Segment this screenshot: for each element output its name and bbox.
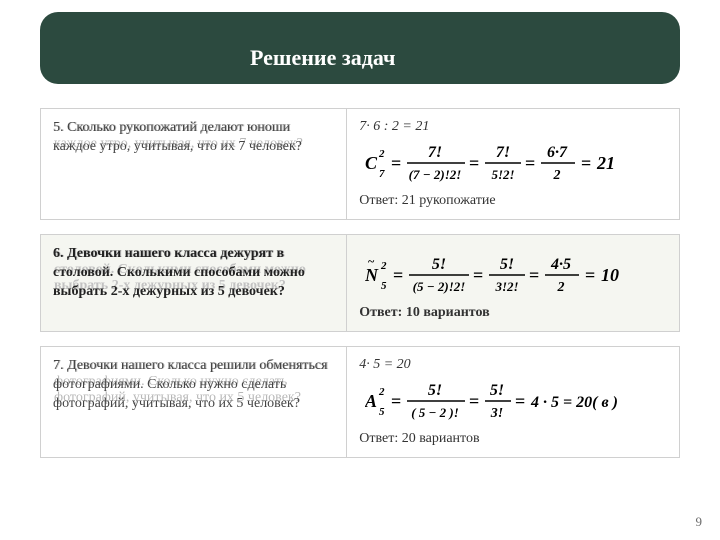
svg-text:=: =	[473, 265, 483, 285]
svg-text:C: C	[365, 153, 378, 173]
svg-text:7: 7	[379, 168, 385, 180]
svg-text:=: =	[515, 391, 525, 411]
svg-text:=: =	[469, 391, 479, 411]
problem-6: 6. Девочки нашего класса дежурят в столо…	[40, 234, 680, 332]
problem-7-question-cell: 7. Девочки нашего класса решили обменять…	[41, 347, 347, 457]
svg-text:5: 5	[379, 406, 385, 418]
problem-5-formula: C 2 7 = 7! (7 − 2)!2! = 7! 5!2! = 6·7 2 …	[365, 141, 667, 185]
problem-6-question-cell: 6. Девочки нашего класса дежурят в столо…	[41, 235, 347, 331]
svg-text:21: 21	[596, 153, 615, 173]
problem-7-solution-cell: 4· 5 = 20 A 2 5 = 5! ( 5 − 2 )! = 5! 3! …	[347, 347, 679, 457]
problem-6-answer: Ответ: 10 вариантов	[359, 305, 667, 321]
svg-text:A: A	[365, 391, 377, 411]
svg-text:10: 10	[601, 265, 619, 285]
svg-text:( 5 − 2 )!: ( 5 − 2 )!	[411, 405, 459, 420]
svg-text:2: 2	[557, 280, 565, 295]
svg-text:5!: 5!	[490, 382, 504, 399]
svg-text:4·5: 4·5	[550, 256, 571, 273]
problem-5-question-cell: 5. Сколько рукопожатий делают юноши кажд…	[41, 109, 347, 219]
slide-title-text: Решение задач	[250, 45, 395, 70]
svg-text:7!: 7!	[496, 144, 510, 161]
svg-text:=: =	[585, 265, 595, 285]
svg-text:2: 2	[380, 260, 387, 272]
svg-text:3!2!: 3!2!	[495, 279, 519, 294]
problem-6-question: 6. Девочки нашего класса дежурят в столо…	[53, 245, 334, 302]
page-number: 9	[696, 514, 703, 530]
problem-7-formula: A 2 5 = 5! ( 5 − 2 )! = 5! 3! = 4 · 5 = …	[365, 379, 667, 423]
svg-text:6·7: 6·7	[547, 144, 568, 161]
svg-text:3!: 3!	[490, 406, 503, 421]
svg-text:(7 − 2)!2!: (7 − 2)!2!	[409, 167, 462, 182]
problem-5-calc: 7· 6 : 2 = 21	[359, 119, 667, 135]
problem-5-question: 5. Сколько рукопожатий делают юноши кажд…	[53, 119, 334, 157]
svg-text:=: =	[469, 153, 479, 173]
problem-7-answer: Ответ: 20 вариантов	[359, 431, 667, 447]
svg-text:5!: 5!	[428, 382, 442, 399]
problem-6-formula: N ~ 2 5 = 5! (5 − 2)!2! = 5! 3!2! = 4·5 …	[365, 251, 667, 297]
svg-text:=: =	[391, 391, 401, 411]
svg-text:=: =	[581, 153, 591, 173]
problem-5-solution-cell: 7· 6 : 2 = 21 C 2 7 = 7! (7 − 2)!2! = 7!…	[347, 109, 679, 219]
svg-text:2: 2	[378, 386, 385, 398]
problem-7-question: 7. Девочки нашего класса решили обменять…	[53, 357, 334, 414]
svg-text:7!: 7!	[428, 144, 442, 161]
svg-text:2: 2	[378, 148, 385, 160]
problem-7-calc: 4· 5 = 20	[359, 357, 667, 373]
svg-text:=: =	[529, 265, 539, 285]
svg-text:5!: 5!	[500, 256, 514, 273]
svg-text:=: =	[525, 153, 535, 173]
svg-text:4 · 5 = 20( в ): 4 · 5 = 20( в )	[530, 394, 618, 411]
svg-text:5: 5	[381, 280, 387, 292]
problem-7: 7. Девочки нашего класса решили обменять…	[40, 346, 680, 458]
svg-text:5!: 5!	[432, 256, 446, 273]
svg-text:~: ~	[368, 254, 375, 268]
problem-5-answer: Ответ: 21 рукопожатие	[359, 193, 667, 209]
svg-text:=: =	[393, 265, 403, 285]
header-banner: Решение задач	[40, 12, 680, 84]
svg-text:=: =	[391, 153, 401, 173]
svg-text:N: N	[365, 265, 379, 285]
svg-text:2: 2	[553, 168, 561, 183]
problem-6-solution-cell: N ~ 2 5 = 5! (5 − 2)!2! = 5! 3!2! = 4·5 …	[347, 235, 679, 331]
svg-text:5!2!: 5!2!	[492, 167, 515, 182]
slide-title: Решение задач	[220, 42, 425, 90]
problem-5: 5. Сколько рукопожатий делают юноши кажд…	[40, 108, 680, 220]
problems-container: 5. Сколько рукопожатий делают юноши кажд…	[40, 108, 680, 472]
svg-text:(5 − 2)!2!: (5 − 2)!2!	[413, 279, 466, 294]
